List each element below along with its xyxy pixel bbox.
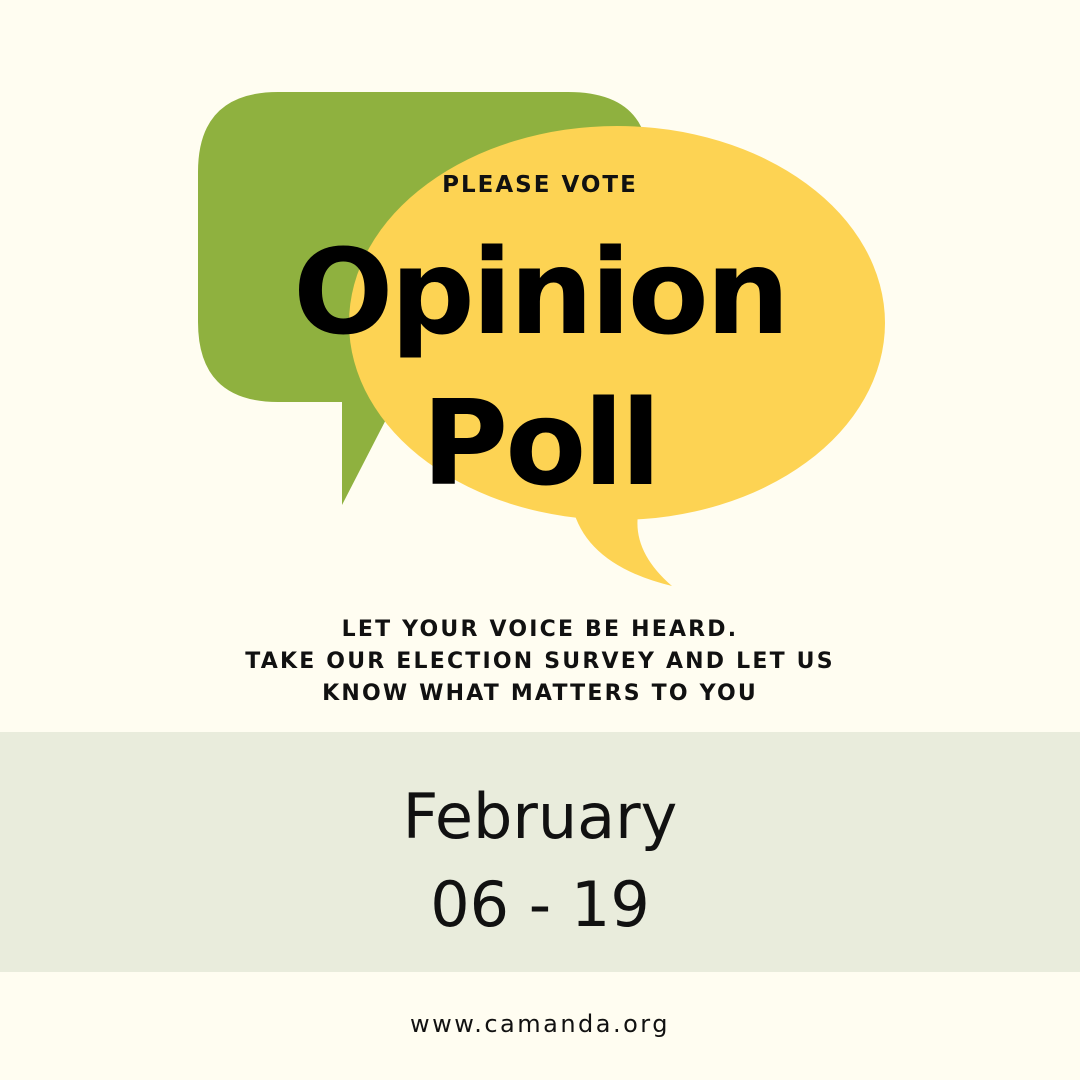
speech-bubbles-graphic [198, 92, 885, 586]
website-link[interactable]: www.camanda.org [410, 1010, 670, 1038]
title-poll: Poll [421, 374, 661, 512]
date-band [0, 732, 1080, 972]
title-opinion: Opinion [293, 223, 790, 361]
tagline-line: KNOW WHAT MATTERS TO YOU [322, 681, 758, 706]
date-month: February [402, 780, 678, 853]
tagline-line: LET YOUR VOICE BE HEARD. [341, 617, 739, 642]
date-range: 06 - 19 [430, 868, 650, 941]
tagline: LET YOUR VOICE BE HEARD. TAKE OUR ELECTI… [0, 614, 1080, 710]
yellow-speech-bubble-icon [349, 126, 885, 586]
please-vote-label: PLEASE VOTE [442, 172, 638, 198]
tagline-line: TAKE OUR ELECTION SURVEY AND LET US [245, 649, 835, 674]
